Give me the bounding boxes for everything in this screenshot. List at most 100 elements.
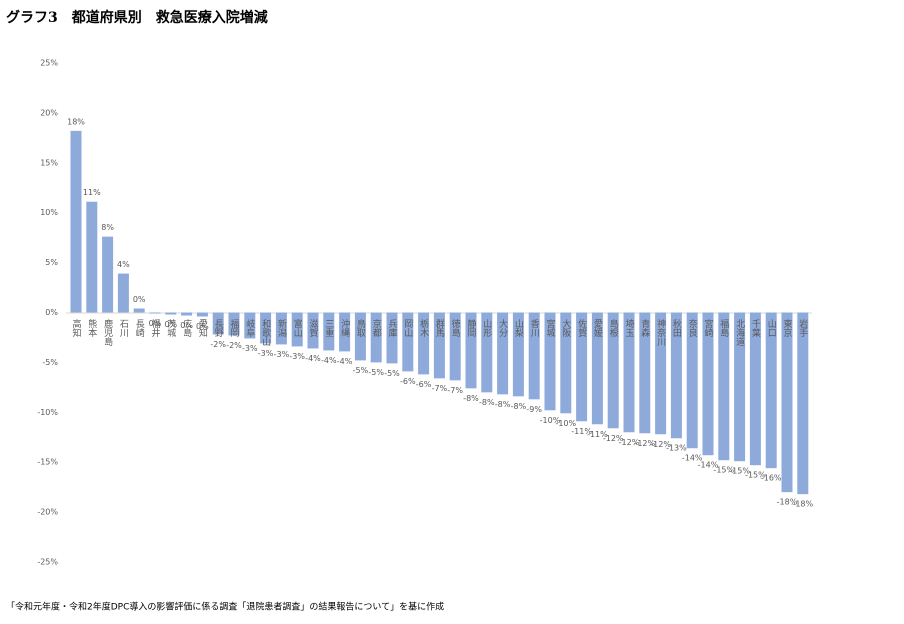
value-label: -13% [666,444,687,453]
x-tick-label: 山梨 [513,319,524,338]
value-label: -15% [729,467,750,476]
x-tick-label: 福岡 [229,318,240,338]
x-tick-label: 神奈川 [655,318,666,346]
bar [607,312,619,429]
value-label: -4% [305,354,321,363]
y-tick-label: -25% [37,558,58,567]
value-label: -12% [634,439,655,448]
value-label: 0% [164,320,177,329]
x-tick-label: 奈良 [687,318,698,338]
x-tick-label: 岡山 [402,319,413,337]
bar [639,312,651,434]
x-tick-label: 高知 [71,318,82,338]
bar [702,312,714,456]
bar [402,312,414,372]
value-label: -8% [511,402,527,411]
bar [212,312,224,335]
x-tick-label: 群馬 [434,318,445,338]
x-tick-label: 鹿児島 [102,318,113,347]
bar [718,312,730,461]
value-label: 0% [196,322,209,331]
bar [781,312,793,493]
source-note: 「令和元年度・令和2年度DPC導入の影響評価に係る調査「退院患者調査」の結果報告… [6,601,444,613]
bar [433,312,445,379]
x-tick-label: 山口 [766,319,777,337]
x-tick-label: 新潟 [276,318,287,338]
y-tick-label: -10% [37,408,58,417]
bar [386,312,398,364]
value-label: -14% [698,461,719,470]
x-tick-label: 宮城 [545,318,556,338]
x-tick-label: 埼玉 [624,318,635,337]
value-label: -8% [479,398,495,407]
value-label: -4% [321,356,337,365]
value-label: -5% [368,368,384,377]
value-label: -12% [650,440,671,449]
bar [560,312,572,414]
value-label: -11% [587,430,608,439]
value-label: -2% [226,341,242,350]
x-tick-label: 和歌山 [260,319,271,346]
bar [528,312,540,400]
y-tick-label: 15% [40,158,58,167]
bar [102,236,114,313]
value-label: 0% [149,319,162,328]
x-tick-label: 岐阜 [244,318,255,338]
value-label: -7% [432,384,448,393]
bar [591,312,603,425]
bar [465,312,477,389]
x-tick-label: 愛媛 [592,318,603,338]
x-tick-label: 広島 [181,318,192,338]
bar [228,312,240,336]
value-label: -14% [682,454,703,463]
x-tick-label: 京都 [371,318,382,338]
y-tick-label: 25% [40,59,58,68]
value-label: -3% [289,352,305,361]
y-tick-label: -20% [37,508,58,517]
value-label: 4% [117,260,130,269]
bar [765,312,777,469]
x-tick-label: 青森 [639,318,650,338]
value-label: -6% [400,377,416,386]
value-label: -10% [540,416,561,425]
bar [544,312,556,411]
bar [734,312,746,462]
bar [354,312,366,361]
x-tick-label: 大分 [497,318,508,338]
bar [797,312,809,495]
bar [576,312,588,422]
value-label: -4% [337,357,353,366]
bar [117,273,129,313]
y-tick-label: 5% [45,258,58,267]
bar [133,308,145,313]
bar [165,312,177,315]
x-tick-label: 沖縄 [339,318,350,337]
value-label: -16% [761,474,782,483]
bar [196,312,208,317]
value-label: -5% [384,369,400,378]
bar [181,312,193,316]
chart-title: グラフ3 都道府県別 救急医療入院増減 [6,9,268,26]
x-tick-label: 静岡 [466,318,477,338]
value-label: -18% [777,498,798,507]
x-tick-label: 茨城 [165,318,176,338]
x-tick-label: 鳥取 [355,318,366,338]
bar [323,312,335,351]
value-label: -18% [792,500,813,509]
value-label: 11% [83,188,101,197]
bar [749,312,761,466]
x-tick-label: 大阪 [560,318,571,338]
value-label: -5% [353,366,369,375]
value-label: -3% [274,350,290,359]
x-tick-label: 千葉 [750,319,761,338]
bar [655,312,667,435]
x-tick-label: 東京 [782,318,793,338]
bar [275,312,287,345]
bar [418,312,430,375]
x-tick-label: 徳島 [450,318,461,338]
value-label: 0% [180,321,193,330]
y-tick-label: 0% [45,308,58,317]
x-tick-label: 長崎 [134,319,145,337]
y-tick-label: 10% [40,208,58,217]
